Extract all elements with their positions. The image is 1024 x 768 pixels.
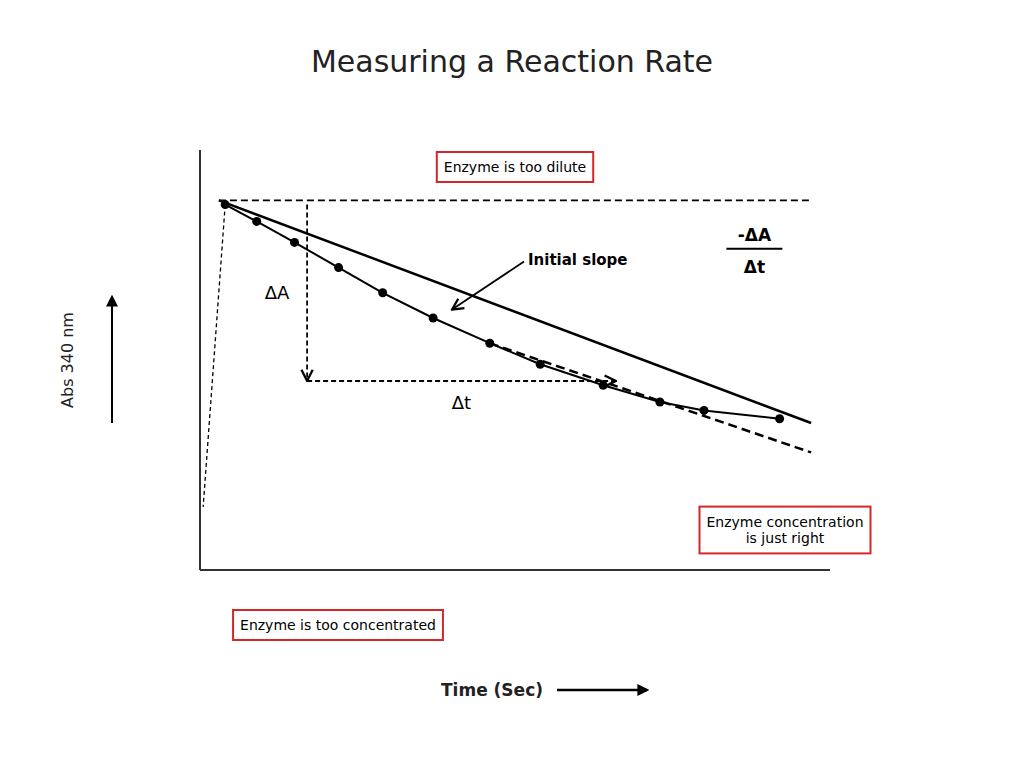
annotation-box <box>699 507 870 554</box>
fraction-denominator: Δt <box>744 257 765 277</box>
series-point <box>290 238 299 247</box>
initial-slope-arrow <box>452 262 524 310</box>
delta-a-label: ΔA <box>265 282 290 303</box>
just-right-box: Enzyme concentrationis just right <box>706 514 863 547</box>
initial-slope-label: Initial slope <box>528 251 628 269</box>
series-point <box>334 263 343 272</box>
fraction-numerator: -ΔA <box>738 225 772 245</box>
x-axis <box>200 569 830 571</box>
chart: Measuring a Reaction Rate Abs 340 nm Time … <box>0 0 1024 768</box>
too-dilute-box: Enzyme is too dilute <box>444 159 586 175</box>
series-line <box>219 200 811 423</box>
series-line <box>203 205 225 507</box>
too-concentrated-box: Enzyme is too concentrated <box>240 617 436 633</box>
plot-area <box>203 200 811 507</box>
y-axis-arrow <box>111 297 113 423</box>
annotations: ΔA Δt Initial slope -ΔA Δt Enzyme is too dilu… <box>233 152 870 640</box>
series-point <box>429 314 438 323</box>
fraction-bar <box>726 248 782 250</box>
x-axis-label: Time (Sec) <box>441 680 543 700</box>
y-axis <box>199 150 201 570</box>
series-point <box>252 217 261 226</box>
title: Measuring a Reaction Rate <box>311 44 713 79</box>
annotation-box <box>233 610 443 640</box>
series-line <box>307 380 616 382</box>
series-line <box>490 343 811 452</box>
annotation-line: is just right <box>746 530 825 546</box>
x-axis-arrow <box>557 689 647 692</box>
annotation-line: Enzyme concentration <box>706 514 863 530</box>
series-point <box>700 406 709 415</box>
annotation-box <box>437 152 593 182</box>
series-line <box>306 205 308 381</box>
series-line <box>219 199 811 201</box>
series-point <box>378 288 387 297</box>
series-line <box>225 205 779 419</box>
y-axis-label: Abs 340 nm <box>58 312 77 408</box>
series-point <box>775 414 784 423</box>
delta-t-label: Δt <box>452 392 471 413</box>
